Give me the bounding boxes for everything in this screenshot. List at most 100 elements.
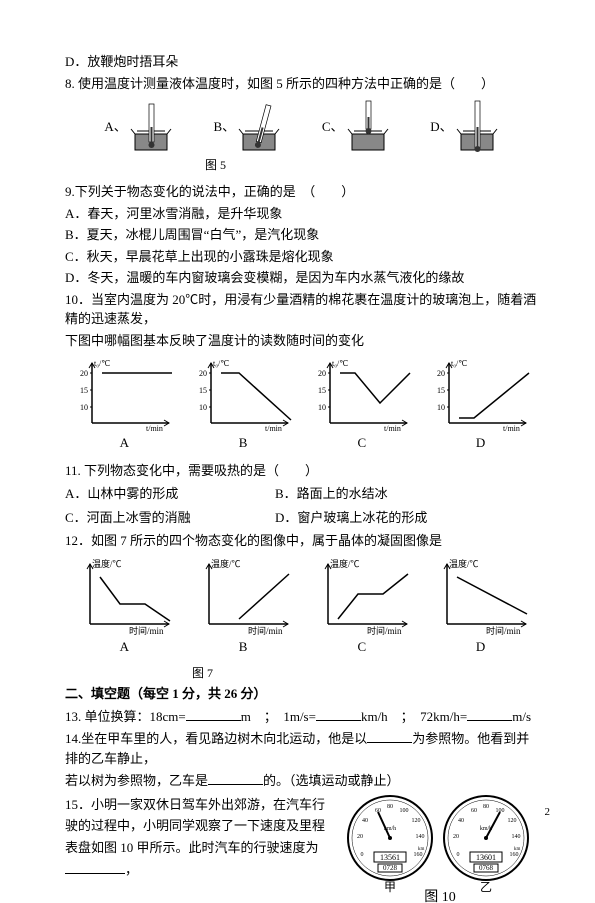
q13: 13. 单位换算：18cm=m ； 1m/s=km/h ； 72km/h=m/s — [65, 706, 540, 727]
q9-a: A．春天，河里冰雪消融，是升华现象 — [65, 204, 540, 224]
fig7-caption: 图 7 — [65, 664, 540, 682]
svg-text:t₀/℃: t₀/℃ — [213, 359, 229, 368]
svg-text:120: 120 — [508, 818, 517, 824]
q15-line3: 表盘如图 10 甲所示。此时汽车的行驶速度为 — [65, 838, 340, 858]
svg-text:t₀/℃: t₀/℃ — [94, 359, 110, 368]
q10-text-b: 下图中哪幅图基本反映了温度计的读数随时间的变化 — [65, 331, 540, 351]
svg-text:60: 60 — [471, 808, 477, 814]
svg-text:15: 15 — [199, 386, 207, 395]
fig5-c: C、 — [322, 99, 392, 154]
graph-label: B — [193, 433, 293, 453]
svg-text:0: 0 — [457, 852, 460, 858]
graph-10-d: 20 15 10 t₀/℃ t/min D — [431, 358, 531, 453]
fig5-label-a: A、 — [104, 117, 126, 137]
svg-text:温度/℃: 温度/℃ — [330, 559, 360, 569]
svg-text:温度/℃: 温度/℃ — [92, 559, 122, 569]
svg-text:15: 15 — [318, 386, 326, 395]
q12-text: 12．如图 7 所示的四个物态变化的图像中，属于晶体的凝固图像是 — [65, 531, 540, 551]
svg-text:40: 40 — [458, 818, 464, 824]
graph-label: D — [431, 433, 531, 453]
svg-text:20: 20 — [357, 834, 363, 840]
q9-b: B．夏天，冰棍儿周围冒“白气”，是汽化现象 — [65, 225, 540, 245]
fig5-d: D、 — [430, 99, 500, 154]
graph-12-a: 温度/℃ 时间/min A — [74, 559, 174, 657]
svg-text:160: 160 — [414, 852, 423, 858]
q10-graphs: 20 15 10 t₀/℃ t/min A 20 15 10 t₀/℃ t/mi… — [65, 358, 540, 453]
svg-text:15: 15 — [80, 386, 88, 395]
svg-text:图 10: 图 10 — [424, 890, 456, 903]
figure-10: 02040 6080100 120140160 km/h km 13561 07… — [340, 793, 540, 903]
svg-text:t/min: t/min — [503, 424, 520, 433]
svg-text:20: 20 — [80, 369, 88, 378]
graph-label: D — [431, 637, 531, 657]
svg-text:t₀/℃: t₀/℃ — [332, 359, 348, 368]
svg-text:20: 20 — [453, 834, 459, 840]
svg-text:0: 0 — [361, 852, 364, 858]
svg-text:13601: 13601 — [476, 853, 496, 862]
svg-text:km: km — [418, 847, 425, 852]
svg-text:时间/min: 时间/min — [367, 625, 402, 636]
graph-label: C — [312, 433, 412, 453]
svg-text:t/min: t/min — [384, 424, 401, 433]
svg-text:10: 10 — [437, 403, 445, 412]
q11-c: C．河面上冰雪的消融 — [65, 508, 275, 528]
q10-text-a: 10．当室内温度为 20℃时，用浸有少量酒精的棉花裹在温度计的玻璃泡上，随着酒精… — [65, 290, 540, 329]
svg-text:160: 160 — [510, 852, 519, 858]
svg-text:140: 140 — [416, 834, 425, 840]
svg-text:10: 10 — [80, 403, 88, 412]
graph-label: B — [193, 637, 293, 657]
q15-line2: 驶的过程中，小明同学观察了一下速度及里程 — [65, 816, 340, 836]
svg-text:时间/min: 时间/min — [129, 625, 164, 636]
fig5-caption: 图 5 — [65, 156, 540, 174]
graph-label: C — [312, 637, 412, 657]
svg-text:80: 80 — [387, 804, 393, 810]
graph-12-b: 温度/℃ 时间/min B — [193, 559, 293, 657]
svg-text:0768: 0768 — [479, 864, 494, 872]
svg-text:140: 140 — [512, 834, 521, 840]
graph-10-a: 20 15 10 t₀/℃ t/min A — [74, 358, 174, 453]
svg-text:甲: 甲 — [384, 880, 396, 894]
q9-d: D．冬天，温暖的车内窗玻璃会变模糊，是因为车内水蒸气液化的缘故 — [65, 268, 540, 288]
section-2-title: 二、填空题（每空 1 分，共 26 分） — [65, 684, 540, 704]
svg-text:时间/min: 时间/min — [486, 625, 521, 636]
q9-c: C．秋天，早晨花草上出现的小露珠是熔化现象 — [65, 247, 540, 267]
q11-d: D．窗户玻璃上冰花的形成 — [275, 508, 427, 528]
svg-text:0728: 0728 — [383, 864, 398, 872]
q11-text: 11. 下列物态变化中，需要吸热的是（ ） — [65, 461, 540, 481]
q14-line2: 若以树为参照物，乙车是的。（选填运动或静止） — [65, 770, 540, 791]
svg-text:10: 10 — [199, 403, 207, 412]
q11-a: A．山林中雾的形成 — [65, 484, 275, 504]
graph-12-d: 温度/℃ 时间/min D — [431, 559, 531, 657]
svg-text:km: km — [514, 847, 521, 852]
q15-line4: ， — [65, 859, 340, 880]
svg-text:t/min: t/min — [265, 424, 282, 433]
page-number: 2 — [545, 804, 551, 821]
fig5-a: A、 — [104, 99, 174, 154]
fig5-label-d: D、 — [430, 117, 452, 137]
q15-line1: 15．小明一家双休日驾车外出郊游，在汽车行 — [65, 795, 340, 815]
svg-text:120: 120 — [412, 818, 421, 824]
svg-text:100: 100 — [400, 808, 409, 814]
q14-line1: 14.坐在甲车里的人，看见路边树木向北运动，他是以为参照物。他看到并排的乙车静止… — [65, 728, 540, 768]
graph-12-c: 温度/℃ 时间/min C — [312, 559, 412, 657]
q8-text: 8. 使用温度计测量液体温度时，如图 5 所示的四种方法中正确的是（ ） — [65, 74, 540, 94]
svg-text:t/min: t/min — [146, 424, 163, 433]
fig5-b: B、 — [213, 99, 283, 154]
graph-10-b: 20 15 10 t₀/℃ t/min B — [193, 358, 293, 453]
graph-label: A — [74, 637, 174, 657]
svg-text:10: 10 — [318, 403, 326, 412]
svg-text:13561: 13561 — [380, 853, 400, 862]
svg-text:20: 20 — [318, 369, 326, 378]
fig5-label-c: C、 — [322, 117, 344, 137]
svg-text:80: 80 — [483, 804, 489, 810]
graph-10-c: 20 15 10 t₀/℃ t/min C — [312, 358, 412, 453]
svg-text:20: 20 — [199, 369, 207, 378]
q7-option-d: D．放鞭炮时捂耳朵 — [65, 52, 540, 72]
fig5-label-b: B、 — [213, 117, 235, 137]
svg-text:时间/min: 时间/min — [248, 625, 283, 636]
svg-text:温度/℃: 温度/℃ — [211, 559, 241, 569]
svg-text:40: 40 — [362, 818, 368, 824]
q12-graphs: 温度/℃ 时间/min A 温度/℃ 时间/min B 温度/℃ 时间/min … — [65, 559, 540, 657]
svg-text:t₀/℃: t₀/℃ — [451, 359, 467, 368]
svg-text:乙: 乙 — [480, 880, 492, 894]
